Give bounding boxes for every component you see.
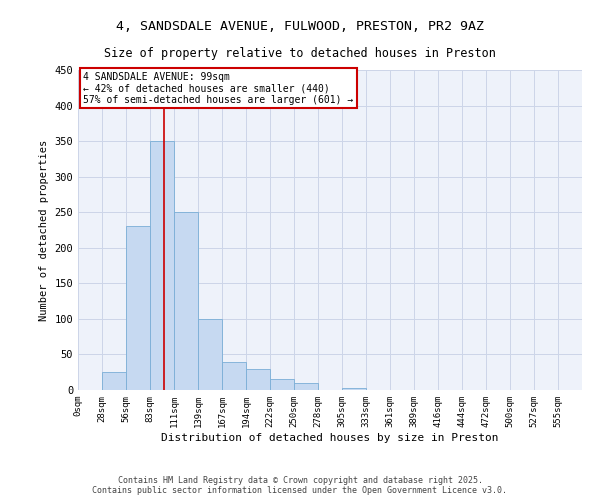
- Text: 4 SANDSDALE AVENUE: 99sqm
← 42% of detached houses are smaller (440)
57% of semi: 4 SANDSDALE AVENUE: 99sqm ← 42% of detac…: [83, 72, 353, 105]
- Bar: [174, 212, 198, 390]
- Bar: [342, 388, 366, 390]
- Bar: [222, 362, 246, 390]
- Text: Size of property relative to detached houses in Preston: Size of property relative to detached ho…: [104, 48, 496, 60]
- Y-axis label: Number of detached properties: Number of detached properties: [39, 140, 49, 320]
- Bar: [246, 368, 270, 390]
- Text: 4, SANDSDALE AVENUE, FULWOOD, PRESTON, PR2 9AZ: 4, SANDSDALE AVENUE, FULWOOD, PRESTON, P…: [116, 20, 484, 33]
- Bar: [102, 372, 126, 390]
- X-axis label: Distribution of detached houses by size in Preston: Distribution of detached houses by size …: [161, 432, 499, 442]
- Bar: [270, 380, 294, 390]
- Bar: [198, 319, 222, 390]
- Text: Contains HM Land Registry data © Crown copyright and database right 2025.
Contai: Contains HM Land Registry data © Crown c…: [92, 476, 508, 495]
- Bar: [150, 141, 174, 390]
- Bar: [294, 383, 318, 390]
- Bar: [126, 226, 150, 390]
